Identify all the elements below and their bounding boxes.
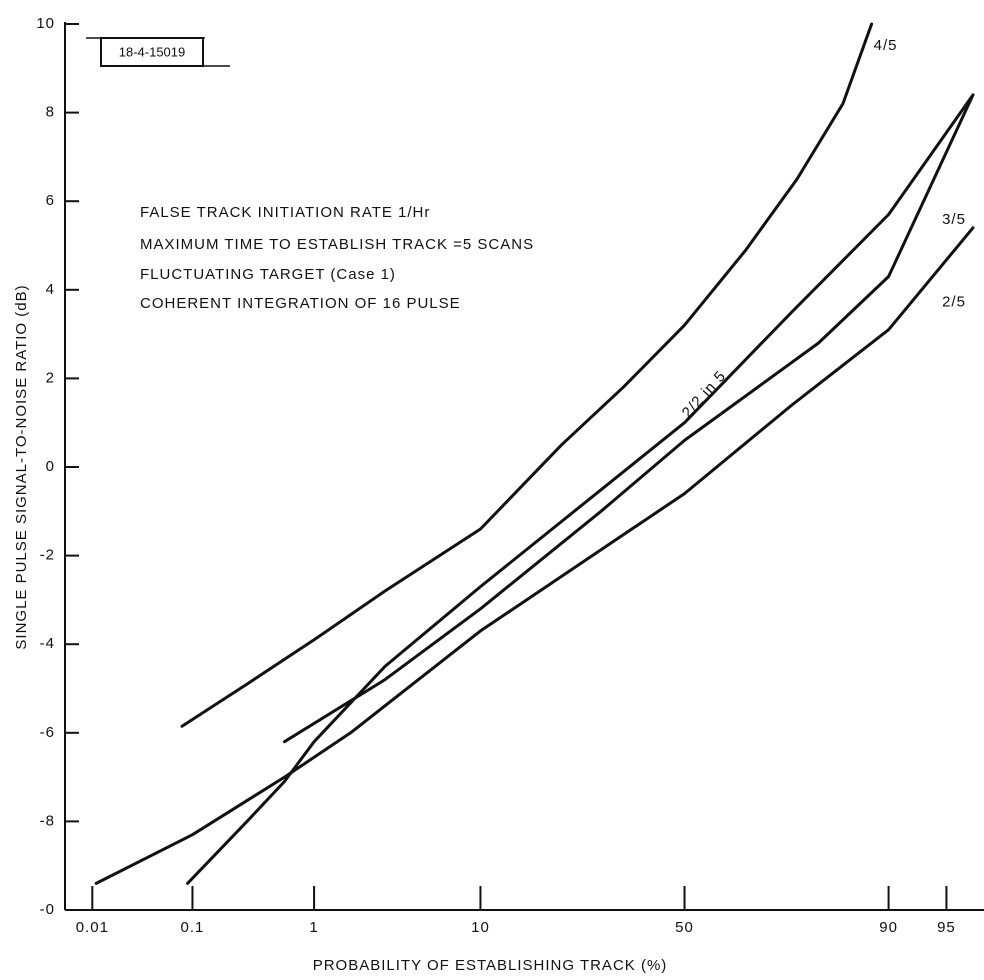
x-tick-label: 10 bbox=[471, 919, 490, 936]
id-box: 18-4-15019 bbox=[86, 37, 230, 67]
y-tick-label: 10 bbox=[36, 15, 55, 32]
id-box-frame bbox=[100, 37, 204, 67]
x-tick-label: 1 bbox=[309, 919, 318, 936]
y-tick-label: 8 bbox=[46, 104, 55, 121]
note: COHERENT INTEGRATION OF 16 PULSE bbox=[140, 295, 461, 312]
y-tick-label: 6 bbox=[46, 192, 55, 209]
y-tick-label: -4 bbox=[40, 635, 55, 652]
y-tick-label: -8 bbox=[40, 812, 55, 829]
curve bbox=[180, 22, 874, 728]
y-tick-label: -0 bbox=[40, 901, 55, 918]
y-tick-label: -2 bbox=[40, 547, 55, 564]
curve bbox=[186, 93, 975, 885]
legend-label: 3/5 bbox=[942, 211, 966, 228]
x-tick-label: 50 bbox=[675, 919, 694, 936]
note: FALSE TRACK INITIATION RATE 1/Hr bbox=[140, 204, 430, 221]
x-tick-label: 90 bbox=[879, 919, 898, 936]
legend-label: 2/5 bbox=[942, 294, 966, 311]
y-tick-label: -6 bbox=[40, 724, 55, 741]
y-tick-label: 4 bbox=[46, 281, 55, 298]
x-axis-title: PROBABILITY OF ESTABLISHING TRACK (%) bbox=[313, 957, 668, 974]
legend-label: 4/5 bbox=[874, 37, 898, 54]
note: FLUCTUATING TARGET (Case 1) bbox=[140, 266, 396, 283]
curve bbox=[283, 93, 975, 744]
y-tick-label: 0 bbox=[46, 458, 55, 475]
note: MAXIMUM TIME TO ESTABLISH TRACK =5 SCANS bbox=[140, 236, 534, 253]
id-label: 18-4-15019 bbox=[119, 44, 186, 59]
curve bbox=[94, 226, 975, 885]
x-tick-label: 95 bbox=[937, 919, 956, 936]
y-axis-title: SINGLE PULSE SIGNAL-TO-NOISE RATIO (dB) bbox=[13, 284, 30, 649]
x-tick-label: 0.1 bbox=[181, 919, 205, 936]
y-tick-label: 2 bbox=[46, 369, 55, 386]
x-tick-label: 0.01 bbox=[76, 919, 109, 936]
